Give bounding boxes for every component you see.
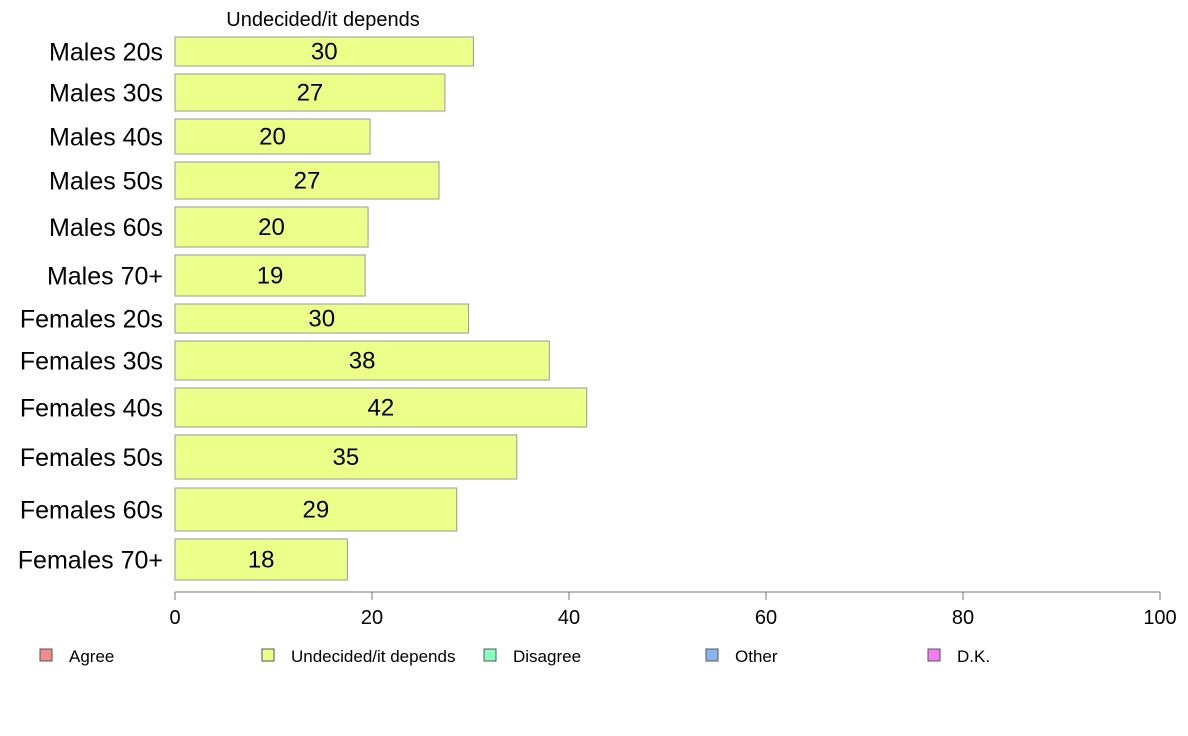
category-label: Males 50s bbox=[49, 168, 163, 196]
bar-value-label: 20 bbox=[259, 124, 286, 151]
x-tick-label: 0 bbox=[169, 607, 180, 629]
x-axis: 0 20 40 60 80 100 bbox=[169, 591, 1177, 629]
bar bbox=[174, 487, 458, 532]
bar-value-label: 38 bbox=[349, 348, 376, 375]
legend-swatch bbox=[483, 648, 497, 662]
bar bbox=[174, 254, 366, 297]
bar-value-label: 27 bbox=[297, 80, 324, 107]
legend-label: Other bbox=[735, 647, 778, 666]
category-label: Females 40s bbox=[20, 395, 163, 423]
x-tick-label: 40 bbox=[558, 607, 580, 629]
bar-value-label: 35 bbox=[333, 444, 360, 471]
legend-swatch bbox=[39, 648, 53, 662]
category-label: Males 20s bbox=[49, 39, 163, 67]
x-tick-label: 20 bbox=[361, 607, 383, 629]
bar bbox=[174, 36, 474, 67]
bar bbox=[174, 303, 470, 334]
bar bbox=[174, 538, 348, 581]
category-label: Females 70+ bbox=[18, 547, 163, 575]
legend-swatch bbox=[261, 648, 275, 662]
category-label: Males 30s bbox=[49, 80, 163, 108]
legend: Agree Undecided/it depends Disagree Other D.… bbox=[39, 647, 990, 666]
bar-value-label: 19 bbox=[257, 263, 284, 290]
x-tick-label: 80 bbox=[952, 607, 974, 629]
legend-label: Disagree bbox=[513, 647, 581, 666]
bar-value-label: 42 bbox=[368, 395, 395, 422]
legend-label: D.K. bbox=[957, 647, 990, 666]
bar bbox=[174, 387, 588, 428]
category-label: Males 60s bbox=[49, 214, 163, 242]
bar bbox=[174, 161, 440, 200]
category-label: Females 30s bbox=[20, 348, 163, 376]
bars-group: 30 Males 20s 27 Males 30s 20 Males 40s 27 Males… bbox=[18, 36, 588, 581]
bar-value-label: 18 bbox=[248, 547, 275, 574]
bar bbox=[174, 206, 369, 248]
legend-swatch bbox=[705, 648, 719, 662]
chart-title: Undecided/it depends bbox=[226, 9, 419, 31]
category-label: Males 70+ bbox=[47, 263, 163, 291]
legend-label: Undecided/it depends bbox=[291, 647, 455, 666]
bar bbox=[174, 118, 371, 155]
bar bbox=[174, 73, 446, 112]
legend-swatch bbox=[927, 648, 941, 662]
legend-label: Agree bbox=[69, 647, 114, 666]
x-tick-label: 60 bbox=[755, 607, 777, 629]
bar-value-label: 27 bbox=[294, 168, 321, 195]
category-label: Females 20s bbox=[20, 306, 163, 334]
bar bbox=[174, 434, 518, 480]
category-label: Males 40s bbox=[49, 124, 163, 152]
bar bbox=[174, 340, 550, 381]
bar-value-label: 30 bbox=[308, 306, 335, 333]
x-tick-label: 100 bbox=[1143, 607, 1176, 629]
category-label: Females 50s bbox=[20, 444, 163, 472]
bar-value-label: 20 bbox=[258, 214, 285, 241]
bar-value-label: 30 bbox=[311, 39, 338, 66]
category-label: Females 60s bbox=[20, 497, 163, 525]
bar-value-label: 29 bbox=[303, 497, 330, 524]
